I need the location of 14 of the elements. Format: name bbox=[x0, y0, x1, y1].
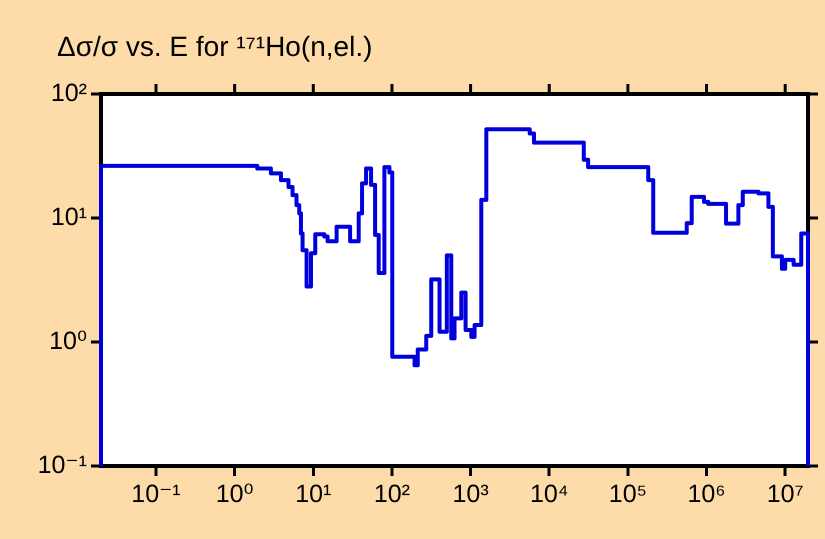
chart-title: Δσ/σ vs. E for ¹⁷¹Ho(n,el.) bbox=[57, 31, 372, 62]
x-tick-label: 10⁴ bbox=[530, 480, 569, 508]
x-tick-label: 10⁵ bbox=[608, 480, 647, 508]
x-tick-label: 10² bbox=[374, 480, 410, 508]
y-tick-label: 10⁰ bbox=[49, 326, 87, 355]
y-tick-label: 10¹ bbox=[50, 202, 87, 231]
y-tick-label: 10² bbox=[50, 78, 87, 107]
x-tick-label: 10⁷ bbox=[766, 480, 804, 508]
x-tick-label: 10⁶ bbox=[687, 480, 726, 508]
y-tick-label: 10⁻¹ bbox=[38, 450, 87, 479]
x-tick-label: 10¹ bbox=[295, 480, 332, 508]
x-tick-label: 10⁰ bbox=[216, 480, 254, 508]
x-tick-label: 10³ bbox=[452, 480, 489, 508]
x-tick-label: 10⁻¹ bbox=[131, 480, 181, 508]
